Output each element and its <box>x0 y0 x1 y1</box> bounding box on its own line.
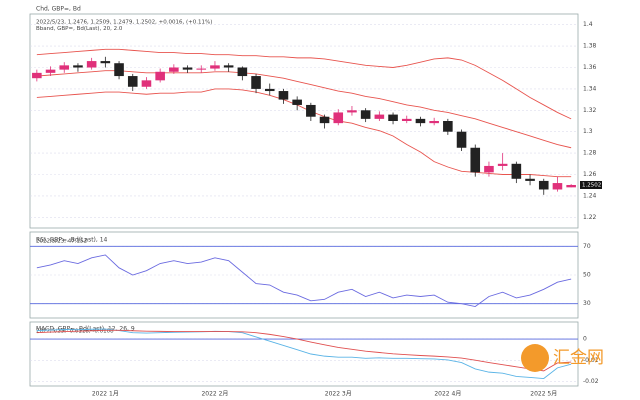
candle-body <box>319 116 330 124</box>
candle-body <box>155 71 165 81</box>
x-tick-label: 2022 3月 <box>325 391 352 398</box>
candle-body <box>525 178 535 181</box>
x-tick-label: 2022 5月 <box>530 391 557 398</box>
y-tick-label: 1.38 <box>583 43 597 50</box>
y-tick-label: 1.26 <box>583 171 597 178</box>
candle-body <box>429 121 439 124</box>
candle-body <box>292 99 302 105</box>
y-tick-label: 1.36 <box>583 64 597 71</box>
info-line: Bband, GBP=, Bd(Last), 20, 2.0 <box>36 26 123 32</box>
candle-body <box>401 118 412 121</box>
candle-body <box>32 72 42 79</box>
candle-body <box>374 114 385 119</box>
candle-body <box>388 114 398 121</box>
watermark: 汇金网 <box>521 344 604 372</box>
bollinger-line <box>36 88 572 178</box>
info-line: 2022/5/23, 1.2476, 1.2509, 1.2479, 1.250… <box>36 20 212 26</box>
candle-body <box>306 104 316 117</box>
y-tick-label: 1.34 <box>583 85 597 92</box>
y-tick-label: 1.22 <box>583 214 597 221</box>
candle-body <box>237 67 248 77</box>
series-line <box>36 254 572 308</box>
watermark-text: 汇金网 <box>553 348 604 368</box>
y-tick-label: 1.32 <box>583 107 597 114</box>
candle-body <box>169 67 179 72</box>
panel-frame <box>29 13 579 229</box>
bollinger-line <box>36 48 572 120</box>
y-tick-label: 50 <box>583 272 591 279</box>
candle-body <box>45 69 56 73</box>
candle-body <box>223 65 234 68</box>
candle-body <box>470 147 481 173</box>
last-price-tag <box>580 180 602 189</box>
candle-body <box>114 63 124 77</box>
y-tick-label: 1.24 <box>583 192 597 199</box>
candle-body <box>210 65 220 69</box>
candle-body <box>278 91 289 100</box>
candle-body <box>264 88 275 92</box>
candle-body <box>566 184 576 188</box>
bollinger-line <box>36 70 572 149</box>
series-line <box>36 328 572 379</box>
candle-body <box>415 118 426 124</box>
x-tick-label: 2022 2月 <box>201 391 228 398</box>
candle-body <box>456 131 467 148</box>
candle-body <box>59 65 70 70</box>
candle-body <box>73 65 83 68</box>
y-tick-label: 1.3 <box>583 128 593 135</box>
y-tick-label: -0.02 <box>583 378 599 385</box>
x-tick-label: 2022 4月 <box>434 391 461 398</box>
candle-body <box>511 163 522 179</box>
candle-body <box>86 61 97 68</box>
panel-frame <box>29 321 579 387</box>
candle-body <box>196 68 207 70</box>
candle-body <box>538 180 549 190</box>
last-price-label: 1.2502 <box>582 182 601 188</box>
candle-body <box>127 76 138 87</box>
candle-body <box>100 61 111 64</box>
y-tick-label: 70 <box>583 243 591 250</box>
candle-body <box>552 183 563 190</box>
y-tick-label: -0.01 <box>583 357 599 364</box>
candle-body <box>333 112 344 124</box>
info-line: 2022/5/23, 47.152 <box>36 239 87 245</box>
candle-body <box>484 165 494 173</box>
watermark-logo <box>521 344 549 372</box>
rsi-title: RSI, GBP=, Bd(Last), 14 <box>36 237 108 244</box>
x-tick-label: 2022 1月 <box>92 391 119 398</box>
candle-body <box>251 76 261 89</box>
y-tick-label: 0 <box>583 336 587 343</box>
candle-body <box>443 121 453 132</box>
candle-body <box>182 67 193 70</box>
candle-body <box>497 163 508 166</box>
candle-body <box>347 110 357 113</box>
candle-body <box>141 80 152 87</box>
y-tick-label: 1.4 <box>583 21 593 28</box>
candle-body <box>360 110 371 119</box>
y-tick-label: 1.28 <box>583 150 597 157</box>
price-title: Chd, GBP=, Bd <box>36 6 81 13</box>
y-tick-label: 30 <box>583 300 591 307</box>
series-line <box>36 329 572 372</box>
